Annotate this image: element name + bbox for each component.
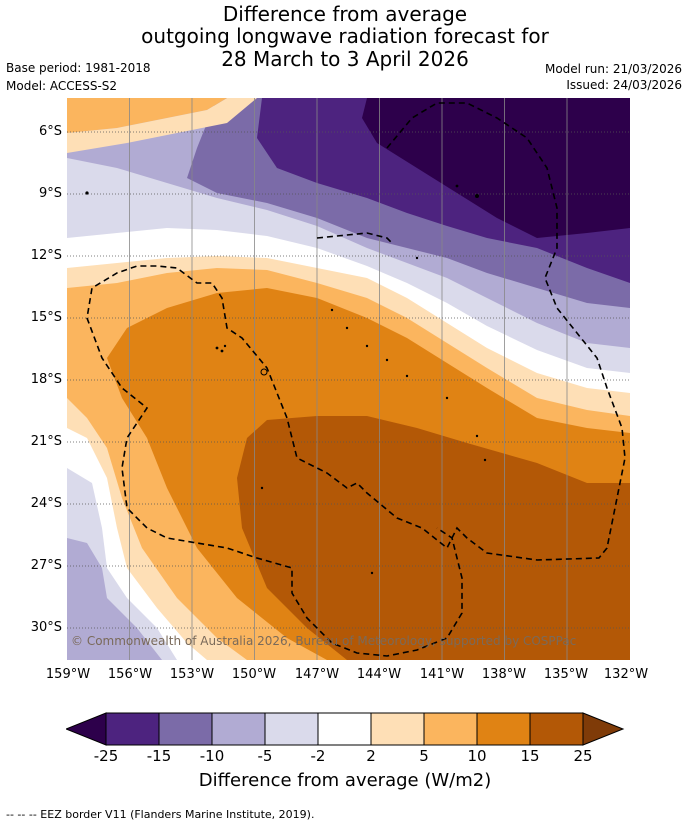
colorbar-cell	[264, 712, 319, 746]
island	[415, 256, 419, 260]
colorbar-tick: -5	[257, 747, 273, 765]
anomaly-map	[67, 98, 630, 660]
map-credit: © Commonwealth of Australia 2026, Bureau…	[71, 634, 577, 648]
colorbar-tick: 2	[366, 747, 376, 765]
island	[223, 344, 227, 348]
lat-label: 21°S	[30, 434, 62, 449]
band-lavender-west-2	[67, 538, 162, 660]
colorbar-tick: 15	[520, 747, 540, 765]
island	[445, 396, 449, 400]
island	[220, 349, 224, 353]
colorbar-tick: -25	[93, 747, 119, 765]
island	[475, 434, 479, 438]
colorbar-tick: -15	[146, 747, 172, 765]
colorbar-tick: 10	[467, 747, 487, 765]
model-run: Model run: 21/03/2026	[544, 62, 682, 76]
island	[260, 368, 268, 376]
colorbar-tick: 5	[419, 747, 429, 765]
colorbar-under-triangle	[66, 712, 107, 746]
lat-label: 15°S	[30, 310, 62, 325]
island	[260, 486, 264, 490]
map-title-line3: 28 March to 3 April 2026	[221, 47, 469, 71]
island	[455, 184, 459, 188]
lon-label: 153°W	[169, 667, 215, 682]
island	[330, 308, 334, 312]
colorbar-tick: 25	[573, 747, 593, 765]
colorbar-cell	[529, 712, 584, 746]
colorbar-cell	[158, 712, 213, 746]
footnote: -- -- -- EEZ border V11 (Flanders Marine…	[6, 808, 315, 821]
band-top-left-light	[67, 98, 257, 153]
islands	[85, 184, 487, 575]
colorbar-cell	[476, 712, 531, 746]
island	[365, 344, 369, 348]
island	[385, 358, 389, 362]
lon-label: 147°W	[294, 667, 340, 682]
band-top-left-orange	[67, 98, 227, 133]
lon-label: 138°W	[481, 667, 527, 682]
island	[405, 374, 409, 378]
lat-label: 6°S	[38, 124, 62, 139]
eez-border-french-polynesia	[86, 102, 626, 657]
colorbar-cell	[211, 712, 266, 746]
lat-label: 12°S	[30, 248, 62, 263]
lon-label: 132°W	[603, 667, 649, 682]
island	[475, 194, 479, 198]
colorbar	[66, 712, 625, 746]
lon-label: 144°W	[356, 667, 402, 682]
lat-label: 9°S	[38, 186, 62, 201]
model-name: Model: ACCESS-S2	[6, 79, 118, 93]
lat-label: 27°S	[30, 558, 62, 573]
issued-date: Issued: 24/03/2026	[566, 78, 682, 92]
lon-label: 141°W	[419, 667, 465, 682]
colorbar-cell	[370, 712, 425, 746]
lat-label: 24°S	[30, 496, 62, 511]
colorbar-tick: -2	[310, 747, 326, 765]
island	[85, 191, 89, 195]
eez-border-north	[316, 232, 393, 244]
map-title-line1: Difference from average	[222, 2, 468, 26]
island	[370, 571, 374, 575]
lon-label: 159°W	[45, 667, 91, 682]
lon-label: 156°W	[107, 667, 153, 682]
lon-label: 135°W	[543, 667, 589, 682]
colorbar-over-triangle	[582, 712, 625, 746]
colorbar-label: Difference from average (W/m2)	[198, 770, 492, 791]
lat-label: 18°S	[30, 372, 62, 387]
island	[215, 346, 219, 350]
island	[483, 458, 487, 462]
map-title-line2: outgoing longwave radiation forecast for	[141, 24, 549, 48]
base-period: Base period: 1981-2018	[6, 61, 151, 75]
colorbar-cell	[105, 712, 160, 746]
colorbar-tick: -10	[199, 747, 225, 765]
lon-label: 150°W	[231, 667, 277, 682]
lat-label: 30°S	[30, 620, 62, 635]
colorbar-cell	[423, 712, 478, 746]
colorbar-cell	[317, 712, 372, 746]
island	[345, 326, 349, 330]
band-purple-under-25	[362, 98, 630, 238]
